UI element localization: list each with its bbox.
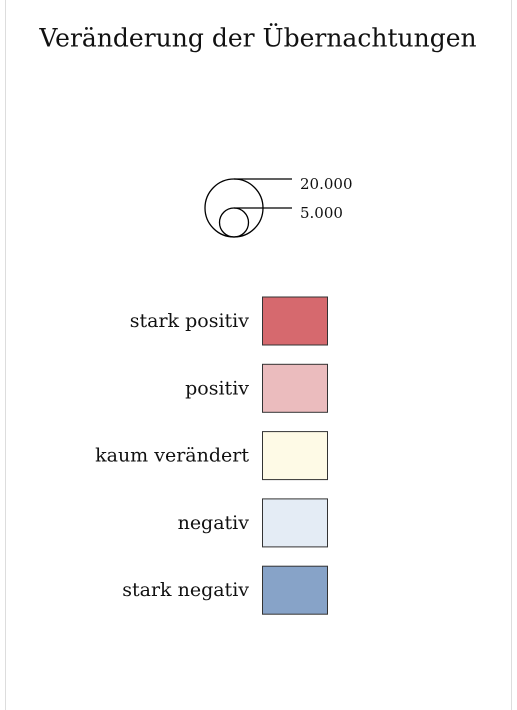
class-label: positiv [185,377,249,399]
class-swatch [262,296,328,346]
size-circle [218,207,250,238]
legend-title: Veränderung der Übernachtungen [38,24,476,53]
class-swatch [262,363,328,413]
class-label: stark negativ [122,579,249,601]
class-label: stark positiv [130,310,249,332]
class-swatch [262,431,328,481]
size-label: 20.000 [300,175,353,193]
class-swatch [262,565,328,615]
class-label: negativ [178,512,250,534]
class-label: kaum verändert [95,445,249,467]
class-swatch [262,498,328,548]
size-label: 5.000 [300,204,343,222]
